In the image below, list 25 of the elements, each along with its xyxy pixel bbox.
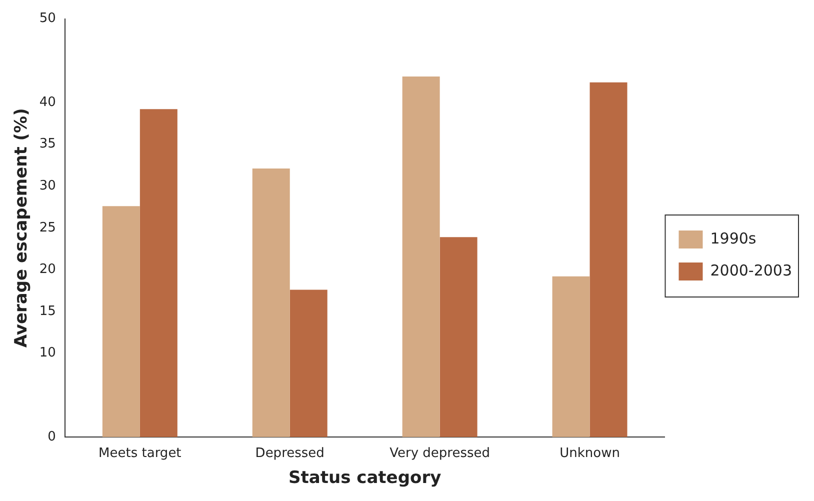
bar bbox=[590, 82, 628, 437]
bar bbox=[402, 76, 440, 437]
y-axis-title: Average escapement (%) bbox=[12, 108, 32, 348]
bar bbox=[102, 206, 140, 437]
bar bbox=[552, 276, 590, 437]
bar bbox=[290, 290, 328, 437]
y-tick-label: 30 bbox=[39, 178, 56, 194]
x-tick-label: Very depressed bbox=[390, 446, 490, 462]
y-tick-label: 20 bbox=[39, 262, 56, 278]
y-tick-label: 15 bbox=[39, 304, 56, 319]
bar bbox=[252, 168, 290, 437]
x-axis-title: Status category bbox=[288, 468, 442, 488]
x-tick-label: Unknown bbox=[560, 446, 620, 462]
legend-label: 2000-2003 bbox=[710, 261, 792, 280]
x-tick-label: Depressed bbox=[255, 446, 324, 462]
y-tick-label: 50 bbox=[39, 11, 56, 26]
bar bbox=[440, 237, 478, 437]
y-tick-label: 10 bbox=[39, 346, 56, 361]
y-tick-label: 40 bbox=[39, 94, 56, 110]
legend-label: 1990s bbox=[710, 229, 756, 248]
x-tick-label: Meets target bbox=[98, 446, 182, 462]
y-tick-label: 0 bbox=[48, 429, 56, 444]
y-tick-label: 35 bbox=[39, 136, 56, 152]
bar bbox=[140, 109, 178, 437]
y-tick-label: 25 bbox=[39, 220, 56, 236]
